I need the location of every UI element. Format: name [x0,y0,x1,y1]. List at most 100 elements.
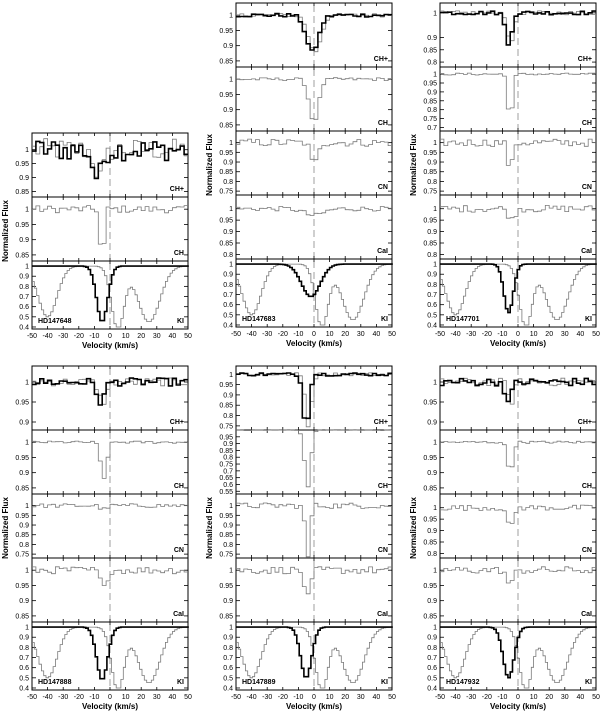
x-tick-label: -10 [497,331,507,338]
y-tick-label: 0.95 [15,161,29,168]
panel-frame [235,194,393,260]
spectrum [440,72,596,110]
x-tick-label: 20 [545,331,553,338]
x-tick-label: 0 [516,694,520,701]
y-tick-label: 0.7 [427,292,437,299]
star-name-label: HD147683 [242,316,276,323]
y-tick-label: 1 [25,625,29,632]
x-tick-label: -20 [482,331,492,338]
y-tick-label: 0.85 [219,122,233,129]
x-tick-label: -20 [74,694,84,701]
y-tick-label: 1 [229,503,233,510]
y-tick-label: 1 [229,625,233,632]
y-tick-label: 0.9 [19,598,29,605]
y-tick-label: 0.8 [223,645,233,652]
spectrum [32,440,188,479]
panel-ki: 1 0.9 0.8 0.7 0.6 0.5 0.4 KI HD147683 -50 -40 -30 -2… [223,258,396,348]
species-label: CH [174,250,184,257]
y-tick-label: 0.4 [223,322,233,329]
x-tick-label: -50 [231,331,241,338]
y-tick-label: 0.95 [423,150,437,157]
y-tick-label: 0.85 [15,532,29,539]
x-tick-label: -40 [247,694,257,701]
y-tick-label: 0.6 [223,302,233,309]
y-tick-label: 0.4 [427,322,437,329]
y-tick-label: 0.8 [19,645,29,652]
x-tick-label: -50 [435,331,445,338]
y-tick-label: 1 [229,206,233,213]
x-axis-label: Velocity (km/s) [82,341,138,350]
ki-spectrum [32,265,189,322]
y-tick-label: 0.9 [19,420,29,427]
panel-ki: 1 0.9 0.8 0.7 0.6 0.5 0.4 KI HD147888 -50 -40 -30 -2… [19,621,192,711]
y-tick-label: 1 [229,568,233,575]
spectrum [236,206,392,216]
spectrum [440,10,596,46]
species-label: KI [585,316,592,323]
y-tick-label: 0.5 [223,312,233,319]
x-tick-label: 10 [326,694,334,701]
y-tick-label: 0.95 [423,400,437,407]
x-tick-label: 50 [184,694,192,701]
spectrum [236,429,392,488]
panel-ch: 1 0.95 0.9 0.85 CH [423,429,597,495]
y-tick-label: 0.9 [427,420,437,427]
y-tick-label: 1 [433,505,437,512]
y-tick-label: 0.8 [427,645,437,652]
panel-ch: 1 0.95 0.9 0.85 CH [15,196,189,262]
y-tick-label: 0.95 [219,382,233,389]
species-label: CaI [581,248,592,255]
y-tick-label: 0.4 [223,685,233,692]
y-tick-label: 0.6 [19,304,29,311]
species-label: CH+ [578,56,592,63]
panel-chplus: 1 0.95 0.9 0.85 CH+ [15,132,189,198]
y-tick-label: 1 [433,568,437,575]
panel-cai: 1 0.95 0.9 0.85 CaI [423,557,597,623]
spectrum [236,566,392,595]
y-tick-label: 0.95 [423,218,437,225]
species-label: CN [582,184,592,191]
x-tick-label: -40 [451,331,461,338]
x-tick-label: 40 [373,694,381,701]
y-tick-label: 0.5 [19,675,29,682]
x-tick-label: 30 [153,694,161,701]
y-tick-label: 0.6 [427,302,437,309]
x-tick-label: 50 [388,331,396,338]
star-name-label: HD147648 [38,318,72,325]
y-tick-label: 0.95 [219,28,233,35]
x-tick-label: -20 [278,331,288,338]
y-axis-label: Normalized Flux [205,134,214,196]
y-tick-label: 0.9 [19,237,29,244]
y-tick-label: 0.9 [427,89,437,96]
y-tick-label: 0.75 [423,189,437,196]
y-tick-label: 0.75 [219,552,233,559]
y-axis-label: Normalized Flux [409,134,418,196]
x-tick-label: 40 [169,694,177,701]
y-tick-label: 0.95 [423,455,437,462]
y-tick-label: 0.85 [423,241,437,248]
y-tick-label: 0.95 [423,81,437,88]
y-tick-label: 1 [433,140,437,147]
y-tick-label: 0.8 [427,107,437,114]
x-tick-label: -40 [43,333,53,340]
x-axis-label: Velocity (km/s) [286,339,342,348]
x-tick-label: 0 [312,331,316,338]
y-tick-label: 0.9 [427,229,437,236]
x-tick-label: -30 [262,694,272,701]
y-tick-label: 0.65 [219,475,233,482]
y-tick-label: 0.75 [219,423,233,430]
comparison-spectrum [440,10,596,42]
x-tick-label: 20 [545,694,553,701]
ki-comparison-spectrum [32,265,189,328]
x-tick-label: 50 [592,331,600,338]
species-label: CH+ [170,186,184,193]
y-tick-label: 0.7 [223,655,233,662]
y-tick-label: 1 [229,372,233,379]
x-tick-label: 10 [530,331,538,338]
x-tick-label: 20 [137,694,145,701]
y-tick-label: 0.9 [19,274,29,281]
star-block-hd147932: 1 0.95 0.9 CH+ 1 0.95 0.9 0.85 CH 1 0.95 0.9 0.85 0.8… [409,365,600,711]
panel-frame [439,194,597,260]
panel-ch: 1 0.95 0.9 0.85 CH [15,429,189,495]
y-tick-label: 0.8 [223,413,233,420]
